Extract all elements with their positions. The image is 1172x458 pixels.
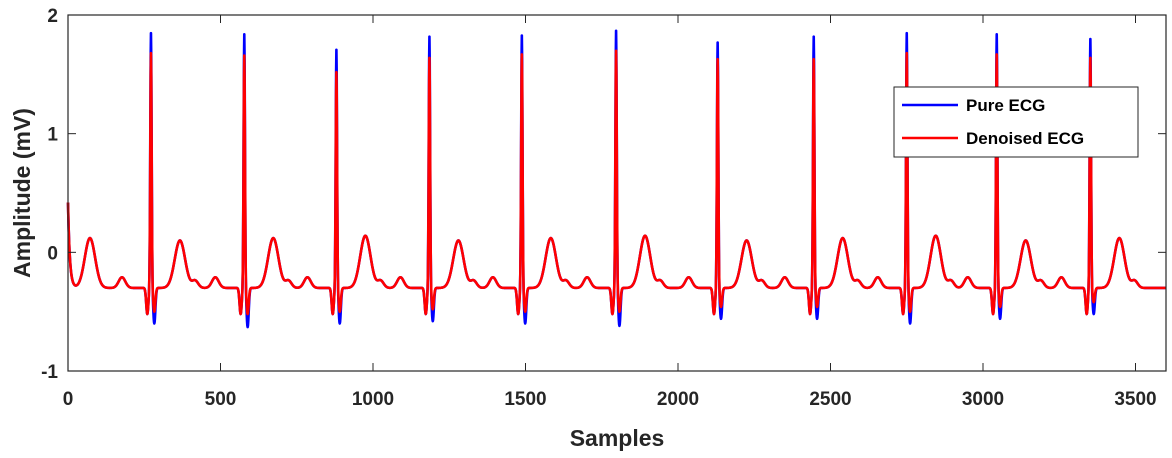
- legend-label-denoised-ecg: Denoised ECG: [966, 129, 1084, 148]
- legend-label-pure-ecg: Pure ECG: [966, 96, 1045, 115]
- series-denoised-ecg: [66, 49, 1167, 316]
- denoised-ecg-line: [66, 49, 1167, 316]
- y-tick-label: 2: [47, 6, 58, 27]
- x-tick-label: 2000: [657, 389, 699, 410]
- y-tick-label: 0: [47, 243, 58, 264]
- axes-box: [67, 14, 1167, 372]
- x-tick-label: 3500: [1114, 389, 1156, 410]
- x-tick-label: 3000: [962, 389, 1004, 410]
- x-axis-label: Samples: [570, 425, 665, 451]
- x-tick-label: 0: [63, 389, 74, 410]
- x-tick-label: 500: [205, 389, 237, 410]
- x-tick-label: 2500: [809, 389, 851, 410]
- y-axis-label: Amplitude (mV): [9, 108, 35, 278]
- x-tick-label: 1500: [504, 389, 546, 410]
- y-axis-ticks: -1 0 1 2: [41, 6, 1166, 383]
- x-tick-label: 1000: [352, 389, 394, 410]
- y-tick-label: -1: [41, 362, 58, 383]
- y-tick-label: 1: [47, 125, 58, 146]
- legend: Pure ECG Denoised ECG: [893, 86, 1139, 158]
- plot-area: [66, 29, 1167, 329]
- legend-box: [893, 86, 1139, 158]
- x-axis-ticks: 0 500 1000 1500 2000 2500 3000 3500: [63, 15, 1157, 410]
